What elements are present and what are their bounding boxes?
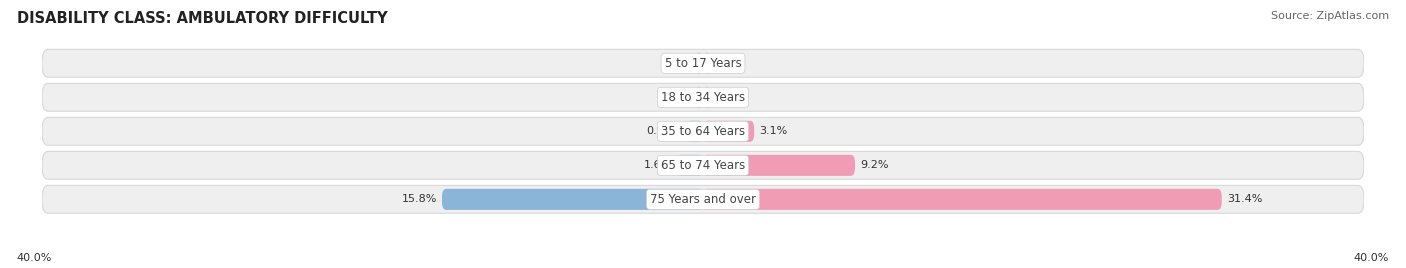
- FancyBboxPatch shape: [703, 53, 711, 74]
- Text: 0.0%: 0.0%: [662, 58, 690, 68]
- Text: 75 Years and over: 75 Years and over: [650, 193, 756, 206]
- Text: 40.0%: 40.0%: [1354, 253, 1389, 263]
- FancyBboxPatch shape: [688, 121, 703, 142]
- Text: 0.0%: 0.0%: [716, 58, 744, 68]
- Text: 0.97%: 0.97%: [647, 126, 682, 136]
- Text: 18 to 34 Years: 18 to 34 Years: [661, 91, 745, 104]
- Text: 9.2%: 9.2%: [860, 160, 889, 170]
- FancyBboxPatch shape: [703, 155, 855, 176]
- FancyBboxPatch shape: [703, 87, 711, 108]
- Text: 5 to 17 Years: 5 to 17 Years: [665, 57, 741, 70]
- FancyBboxPatch shape: [703, 121, 754, 142]
- FancyBboxPatch shape: [676, 155, 703, 176]
- FancyBboxPatch shape: [441, 189, 703, 210]
- Text: Source: ZipAtlas.com: Source: ZipAtlas.com: [1271, 11, 1389, 21]
- FancyBboxPatch shape: [703, 189, 1222, 210]
- FancyBboxPatch shape: [695, 87, 703, 108]
- Text: 65 to 74 Years: 65 to 74 Years: [661, 159, 745, 172]
- Text: DISABILITY CLASS: AMBULATORY DIFFICULTY: DISABILITY CLASS: AMBULATORY DIFFICULTY: [17, 11, 388, 26]
- FancyBboxPatch shape: [42, 49, 1364, 77]
- Text: 1.6%: 1.6%: [644, 160, 672, 170]
- Text: 3.1%: 3.1%: [759, 126, 787, 136]
- Text: 0.0%: 0.0%: [716, 92, 744, 102]
- FancyBboxPatch shape: [695, 53, 703, 74]
- Text: 15.8%: 15.8%: [402, 194, 437, 204]
- FancyBboxPatch shape: [42, 117, 1364, 145]
- FancyBboxPatch shape: [42, 83, 1364, 111]
- Text: 0.0%: 0.0%: [662, 92, 690, 102]
- Text: 31.4%: 31.4%: [1226, 194, 1263, 204]
- FancyBboxPatch shape: [42, 185, 1364, 213]
- Text: 40.0%: 40.0%: [17, 253, 52, 263]
- FancyBboxPatch shape: [42, 151, 1364, 179]
- Text: 35 to 64 Years: 35 to 64 Years: [661, 125, 745, 138]
